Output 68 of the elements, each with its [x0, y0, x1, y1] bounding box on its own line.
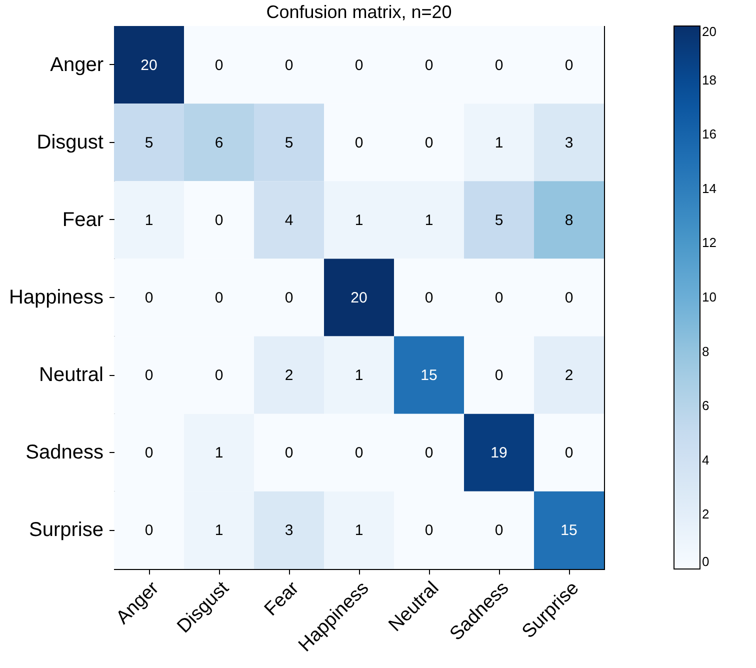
data-label: 0	[144, 290, 154, 306]
data-label: 20	[140, 56, 158, 74]
data-label: 19	[490, 444, 508, 462]
data-label: 0	[284, 290, 294, 306]
color-bar-label: 10	[702, 290, 716, 304]
color-bar-label: 4	[702, 452, 710, 468]
y-tick-label: Anger	[50, 54, 104, 76]
data-label: 0	[424, 134, 434, 152]
data-label: 3	[564, 134, 574, 152]
color-bar-label: 8	[702, 344, 710, 359]
data-label: 1	[494, 134, 504, 152]
data-label: 0	[144, 522, 154, 540]
color-bar-label: 14	[702, 180, 716, 196]
data-label: 0	[494, 56, 504, 74]
color-bar-label: 6	[702, 398, 710, 414]
y-tick-label: Disgust	[36, 131, 104, 154]
data-label: 15	[560, 522, 578, 540]
data-label: 0	[494, 522, 504, 540]
color-bar-label: 2	[702, 506, 710, 522]
data-label: 1	[214, 522, 224, 540]
data-label: 0	[214, 56, 224, 74]
data-label: 5	[144, 134, 154, 152]
data-label: 0	[214, 367, 224, 384]
data-label: 0	[494, 290, 504, 306]
data-label: 0	[354, 134, 364, 152]
data-label: 0	[564, 56, 574, 74]
data-label: 4	[284, 212, 294, 229]
y-tick-label: Neutral	[39, 364, 104, 386]
data-label: 0	[284, 444, 294, 462]
data-label: 1	[354, 367, 364, 384]
data-label: 0	[214, 212, 224, 229]
data-label: 0	[424, 522, 434, 540]
color-bar-label: 12	[702, 235, 716, 250]
data-label: 0	[284, 56, 294, 74]
data-label: 15	[420, 367, 438, 384]
data-label: 0	[424, 56, 434, 74]
data-label: 5	[284, 134, 294, 152]
color-bar-label: 20	[702, 24, 716, 39]
color-bar-label: 16	[702, 126, 716, 142]
data-label: 3	[284, 522, 294, 540]
data-label: 0	[354, 56, 364, 74]
chart-title: Confusion matrix, n=20	[266, 2, 452, 22]
data-label: 0	[564, 444, 574, 462]
data-label: 0	[424, 290, 434, 306]
data-label: 5	[494, 212, 504, 229]
y-tick-label: Fear	[62, 208, 104, 231]
data-label: 0	[424, 444, 434, 462]
y-tick-label: Sadness	[26, 442, 104, 464]
data-label: 20	[350, 290, 368, 306]
data-label: 1	[354, 212, 364, 229]
data-label: 0	[214, 290, 224, 306]
data-label: 2	[564, 367, 574, 384]
data-label: 6	[214, 134, 224, 152]
data-label: 8	[564, 212, 574, 229]
y-tick-label: Surprise	[29, 519, 104, 542]
data-label: 1	[144, 212, 154, 229]
data-label: 2	[284, 367, 294, 384]
data-label: 1	[424, 212, 434, 229]
data-label: 1	[354, 522, 364, 540]
y-tick-label: Happiness	[8, 286, 104, 308]
data-label: 0	[144, 367, 154, 384]
data-label: 1	[214, 444, 224, 462]
data-label: 0	[144, 444, 154, 462]
color-bar-label: 18	[702, 72, 716, 88]
data-label: 0	[354, 444, 364, 462]
color-bar-label: 0	[702, 554, 710, 569]
data-label: 0	[564, 290, 574, 306]
data-label: 0	[494, 367, 504, 384]
